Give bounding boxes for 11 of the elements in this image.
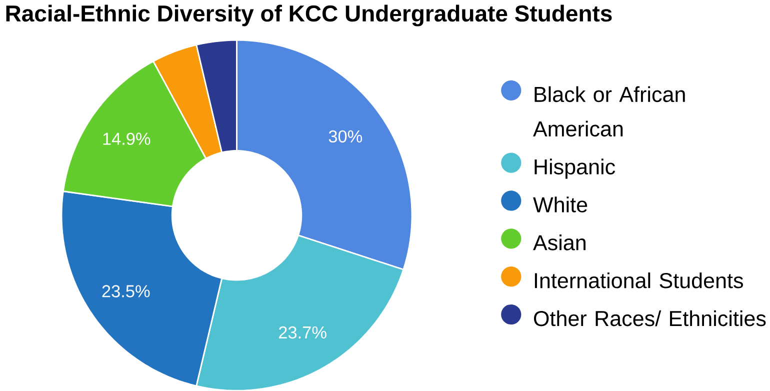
- legend-label: Other Races/ Ethnicities: [534, 310, 766, 326]
- data-label: 14.9%: [103, 132, 150, 145]
- legend-label: Black or African American: [533, 86, 685, 136]
- data-label: 23.7%: [278, 326, 326, 338]
- data-label: 30%: [328, 130, 362, 142]
- data-label: 23.5%: [102, 284, 150, 298]
- chart-title: Racial-Ethnic Diversity of KCC Undergraduate Students: [6, 4, 612, 26]
- legend-label: Hispanic: [534, 158, 616, 179]
- legend-label: Asian: [533, 234, 586, 250]
- legend-label: International Students: [534, 272, 743, 288]
- legend-label: White: [533, 196, 588, 212]
